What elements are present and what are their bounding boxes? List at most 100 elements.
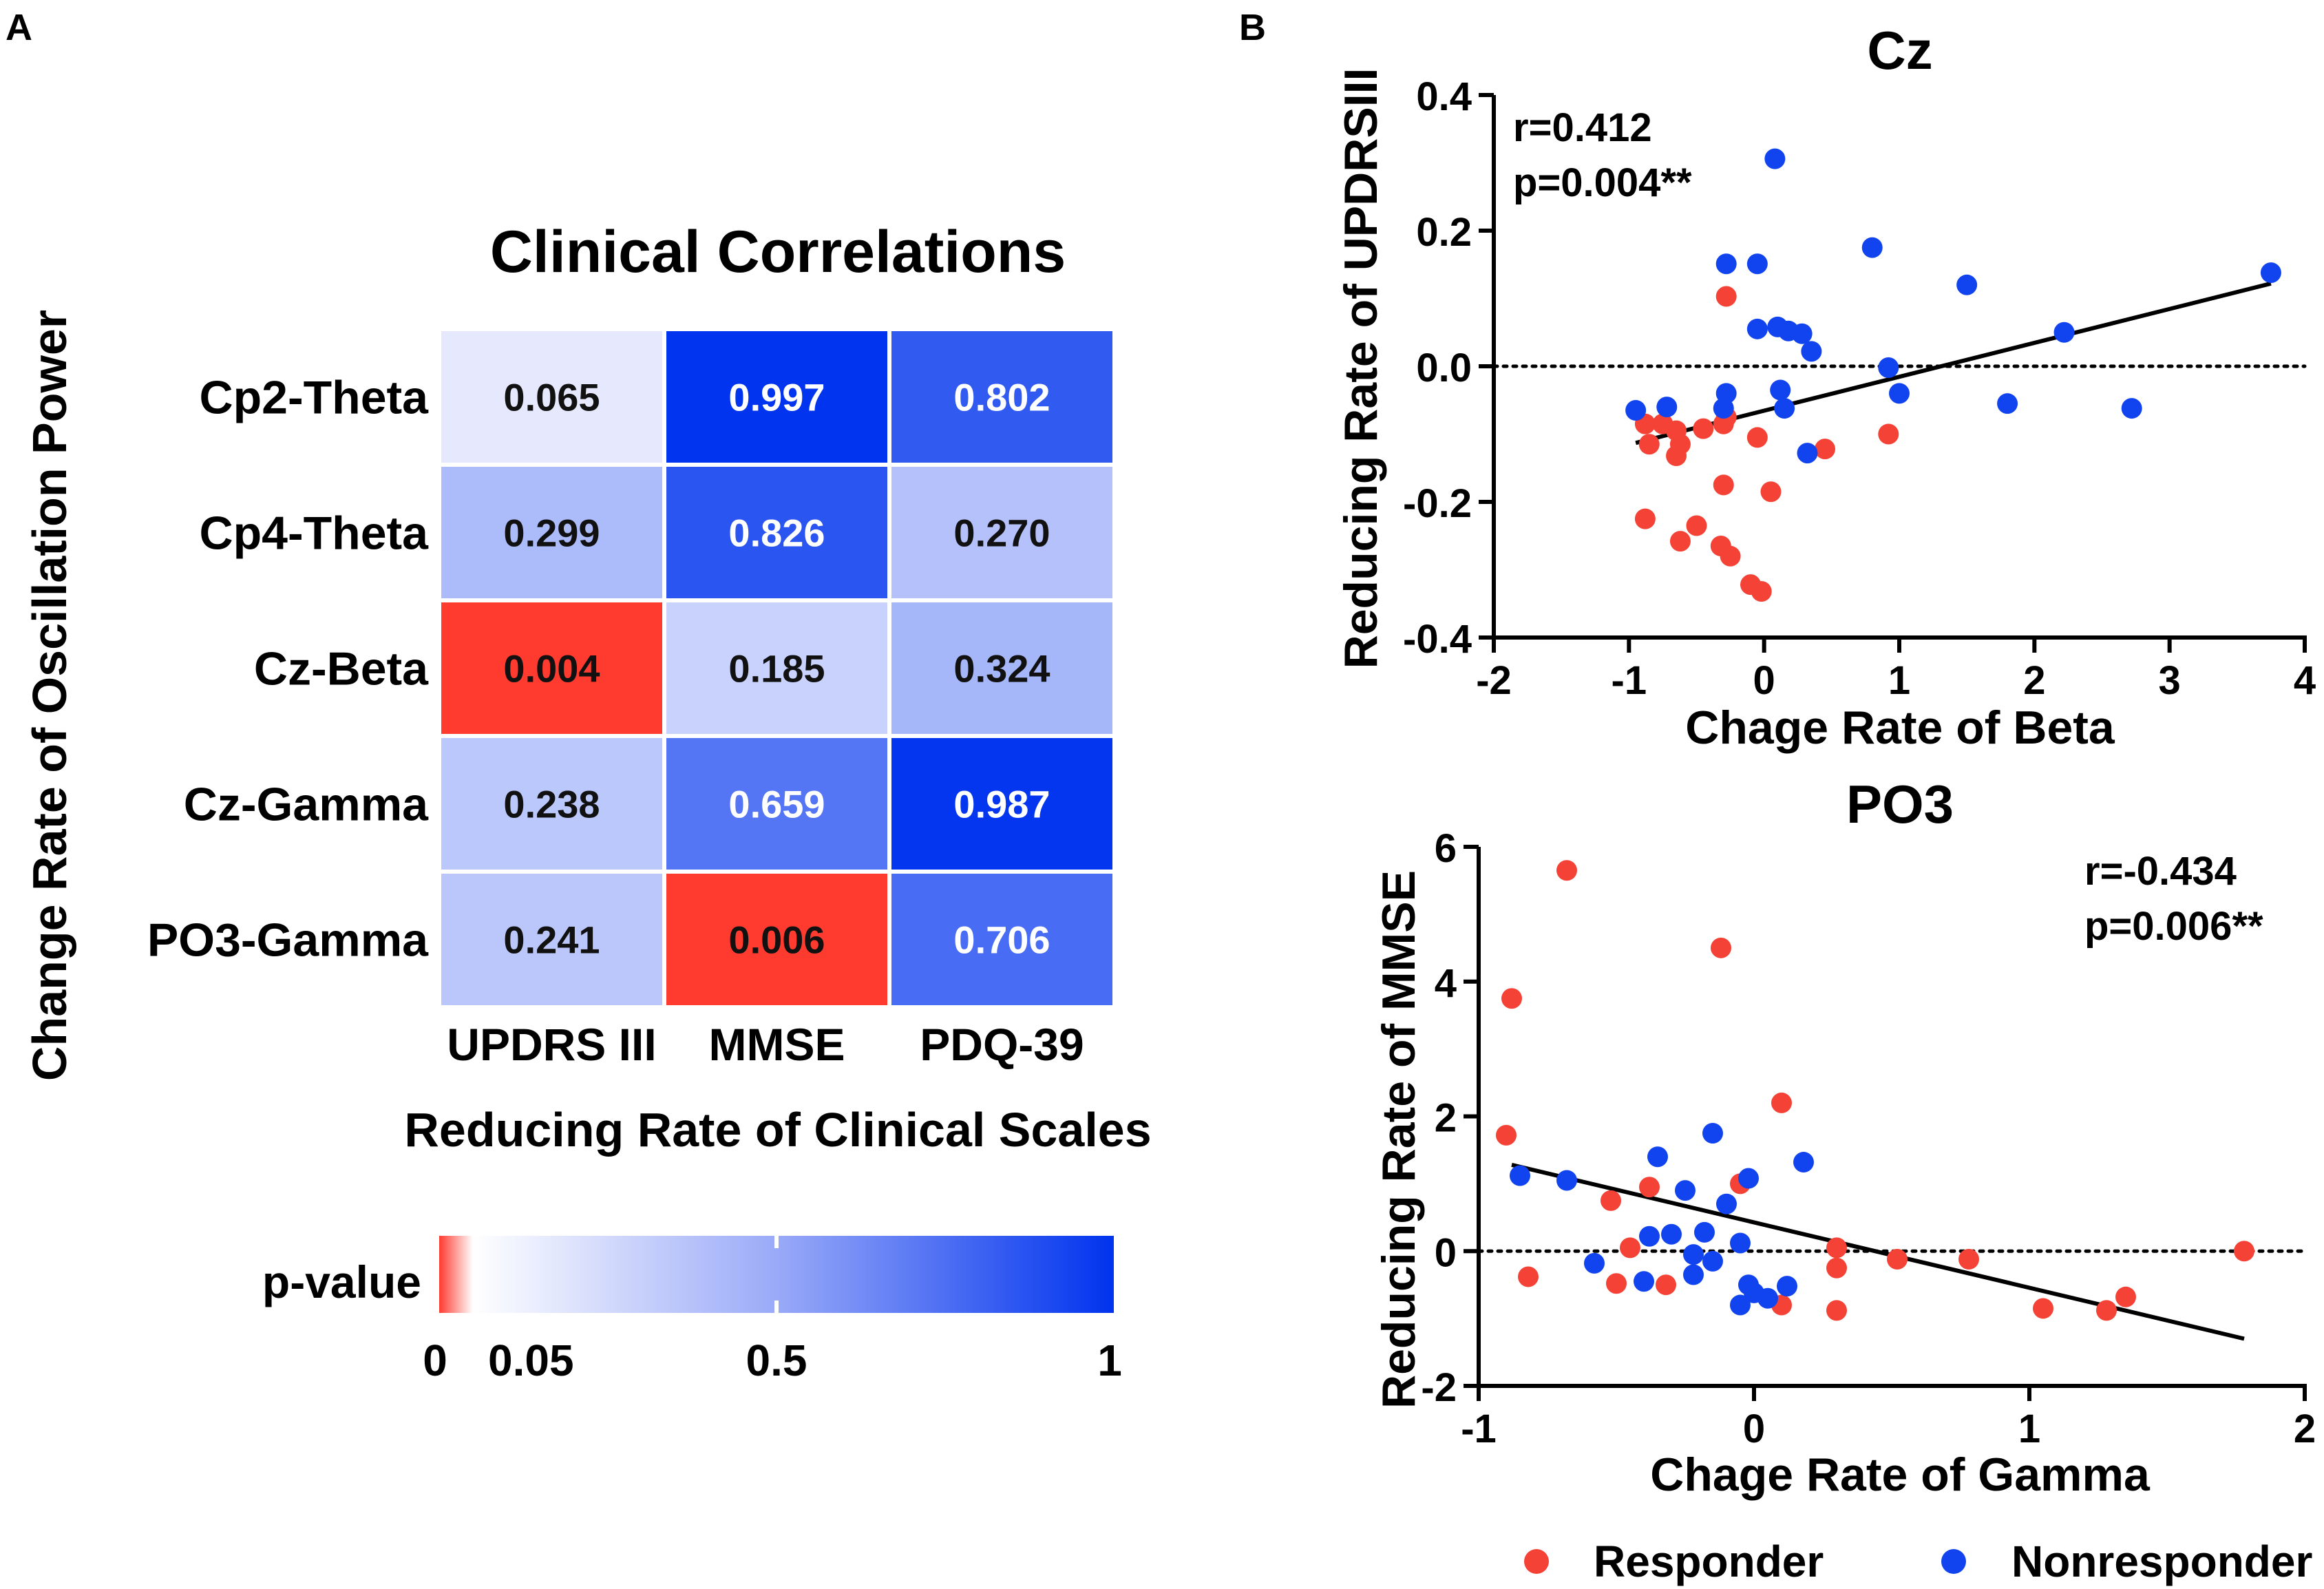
heatmap-cell-value: 0.802 [953, 376, 1050, 419]
panel-label-a: A [6, 7, 32, 48]
x-tick-label: 2 [2294, 1407, 2316, 1451]
heatmap-column-label: MMSE [709, 1019, 845, 1070]
scatter-po3-p-value: p=0.006** [2084, 904, 2263, 949]
nonresponder-point [1801, 341, 1822, 362]
heatmap-title: Clinical Correlations [490, 219, 1066, 285]
x-tick-label: 1 [2018, 1407, 2040, 1451]
heatmap-cell-value: 0.270 [953, 512, 1050, 555]
scatter-cz-p-value: p=0.004** [1513, 160, 1692, 205]
colorbar-label: p-value [262, 1256, 421, 1307]
heatmap-cell-value: 0.826 [728, 512, 825, 555]
y-tick-label: 0 [1435, 1230, 1457, 1275]
nonresponder-point [1797, 443, 1818, 464]
scatter-cz-title: Cz [1867, 20, 1932, 81]
y-tick-label: -0.2 [1403, 481, 1472, 526]
responder-point [1713, 413, 1734, 434]
responder-point [1815, 439, 1836, 460]
heatmap-cell [437, 870, 666, 1009]
y-tick-label: 2 [1435, 1096, 1457, 1141]
responder-point [1620, 1237, 1640, 1259]
heatmap-row-label: Cz-Gamma [184, 779, 429, 831]
responder-point [1693, 418, 1714, 439]
panel-label-b: B [1239, 7, 1266, 48]
nonresponder-point [1757, 1287, 1778, 1309]
nonresponder-point [1774, 398, 1795, 419]
scatter-cz-x-axis-label: Chage Rate of Beta [1685, 702, 2115, 754]
heatmap-cell-value: 0.997 [728, 376, 825, 419]
heatmap-cell-value: 0.185 [728, 647, 825, 691]
nonresponder-point [1777, 1276, 1797, 1297]
scatter-cz-axes: -0.4 -0.2 0.0 0.2 0.4 -2 -1 0 1 2 3 4 [1403, 74, 2316, 703]
heatmap-cell-value: 0.004 [503, 647, 600, 691]
x-tick-label: 4 [2294, 658, 2316, 703]
y-tick-label: 0.0 [1416, 346, 1472, 390]
responder-point [1518, 1266, 1539, 1287]
responder-point [1826, 1257, 1847, 1278]
heatmap-row-label: Cz-Beta [254, 643, 429, 695]
scatter-cz: Cz Reducing Rate of UPDRSIII Chage Rate … [1335, 20, 2316, 754]
heatmap-row-label: Cp2-Theta [200, 372, 430, 424]
responder-point [1713, 474, 1734, 496]
responder-point [1771, 1092, 1792, 1113]
nonresponder-point [1584, 1252, 1605, 1274]
nonresponder-point [1702, 1122, 1723, 1144]
nonresponder-point [1746, 253, 1768, 275]
colorbar-gradient [439, 1236, 1114, 1313]
legend-marker-nonresponder [1941, 1549, 1966, 1574]
scatter-cz-points [1625, 148, 2281, 602]
responder-point [1666, 445, 1687, 467]
nonresponder-point [1634, 1271, 1654, 1292]
scatter-po3-x-axis-label: Chage Rate of Gamma [1650, 1449, 2151, 1501]
heatmap-cell-value: 0.238 [503, 783, 600, 826]
responder-point [1656, 1274, 1676, 1296]
responder-point [1669, 531, 1691, 552]
heatmap-y-axis-label: Change Rate of Oscillation Power [23, 310, 76, 1081]
nonresponder-point [1861, 237, 1883, 258]
nonresponder-point [1713, 398, 1734, 419]
x-tick-label: 2 [2023, 658, 2045, 703]
nonresponder-point [1647, 1146, 1668, 1168]
nonresponder-point [1702, 1250, 1723, 1272]
responder-point [2115, 1286, 2136, 1307]
nonresponder-point [1997, 393, 2018, 414]
y-tick-label: 6 [1435, 826, 1457, 871]
x-tick-label: -1 [1461, 1407, 1497, 1451]
regression-line [1511, 1163, 2245, 1341]
nonresponder-point [1764, 148, 1786, 169]
colorbar: p-value 0 0.05 0.5 1 [262, 1236, 1122, 1385]
legend-label-nonresponder: Nonresponder [2011, 1537, 2312, 1586]
heatmap-row-labels: Cp2-Theta Cp4-Theta Cz-Beta Cz-Gamma PO3-Gam… [147, 372, 429, 967]
nonresponder-point [1683, 1244, 1704, 1265]
heatmap-row-label: PO3-Gamma [147, 914, 429, 967]
responder-point [1958, 1248, 1979, 1270]
responder-point [2033, 1298, 2053, 1319]
responder-point [1826, 1300, 1847, 1321]
nonresponder-point [1730, 1294, 1751, 1316]
nonresponder-point [1683, 1264, 1704, 1285]
heatmap-cell [662, 870, 891, 1009]
scatter-po3-fit-line [1511, 1163, 2245, 1341]
nonresponder-point [1716, 1193, 1737, 1214]
responder-point [2096, 1300, 2117, 1321]
y-tick-label: -0.4 [1403, 617, 1472, 662]
x-tick-label: -2 [1476, 658, 1512, 703]
nonresponder-point [1791, 323, 1813, 344]
legend: Responder Nonresponder [1524, 1537, 2312, 1586]
nonresponder-point [1878, 357, 1899, 378]
nonresponder-point [1661, 1223, 1682, 1245]
scatter-cz-y-axis-label: Reducing Rate of UPDRSIII [1335, 68, 1387, 669]
heatmap-cell-value: 0.324 [953, 647, 1050, 691]
colorbar-tick-label: 0.5 [746, 1336, 807, 1385]
nonresponder-point [1889, 383, 1910, 404]
legend-label-responder: Responder [1594, 1537, 1824, 1586]
nonresponder-point [1793, 1152, 1814, 1173]
heatmap-cell-value: 0.065 [503, 376, 600, 419]
nonresponder-point [1738, 1168, 1759, 1189]
colorbar-tick-label: 1 [1097, 1336, 1122, 1385]
heatmap-cell-value: 0.006 [728, 918, 825, 962]
responder-point [1711, 937, 1731, 958]
nonresponder-point [1730, 1232, 1751, 1254]
regression-line [1635, 281, 2272, 445]
scatter-cz-fit-line [1635, 281, 2272, 445]
